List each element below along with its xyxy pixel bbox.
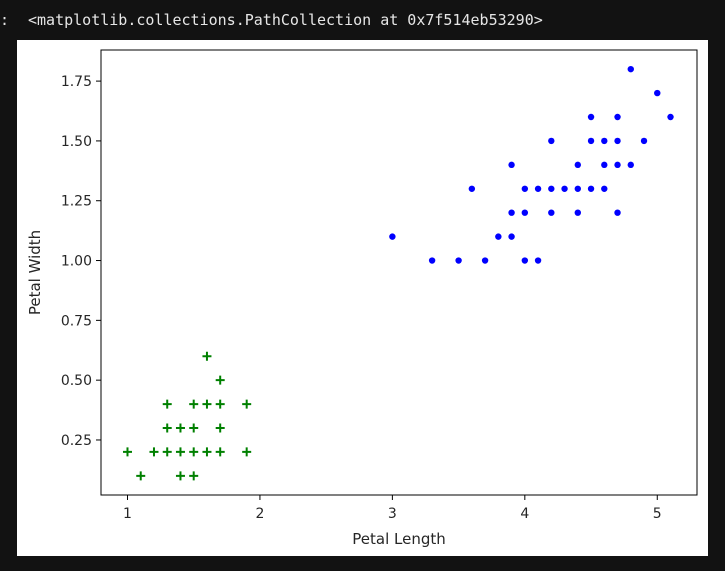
circle-point	[548, 185, 555, 192]
y-tick-label: 1.75	[61, 74, 92, 90]
plus-point	[215, 399, 225, 409]
y-tick-label: 0.25	[61, 433, 92, 449]
y-tick-label: 1.25	[61, 194, 92, 210]
output-repr-text: <matplotlib.collections.PathCollection a…	[28, 11, 543, 29]
circle-point	[614, 137, 621, 145]
circle-point	[654, 89, 661, 97]
circle-point	[521, 257, 529, 264]
circle-point	[534, 257, 542, 264]
x-tick-label: 2	[255, 506, 264, 522]
circle-point	[389, 233, 396, 240]
plus-point	[215, 423, 225, 433]
circle-point	[534, 185, 542, 192]
plus-point	[215, 447, 225, 457]
plus-point	[189, 423, 199, 433]
scatter-chart: 1 2 3 4 5 0.25 0.50 0.75 1.00 1.25 1.50 1.75 Petal…	[26, 49, 698, 548]
circle-point	[601, 161, 608, 169]
circle-point	[587, 185, 595, 192]
plus-point	[215, 375, 225, 385]
plus-point	[162, 447, 172, 457]
plus-point	[175, 423, 185, 433]
circle-point	[627, 65, 634, 73]
x-axis-label: Petal Length	[352, 530, 446, 548]
circle-point	[640, 137, 648, 145]
plus-point	[149, 447, 159, 457]
y-axis-label: Petal Width	[26, 230, 44, 315]
circle-point	[508, 233, 515, 240]
circle-point	[574, 161, 581, 169]
circle-point	[548, 209, 555, 216]
plus-point	[242, 447, 252, 457]
circle-point	[455, 257, 462, 264]
circle-point	[548, 137, 555, 145]
y-tick-label: 0.75	[61, 313, 92, 329]
circle-point	[521, 209, 529, 216]
plus-point	[175, 471, 185, 481]
x-tick-label: 1	[123, 506, 132, 522]
circle-point	[574, 185, 581, 192]
x-tick-label: 5	[653, 506, 662, 522]
circle-point	[587, 113, 595, 121]
data-points	[122, 65, 674, 481]
circle-point	[614, 113, 621, 121]
x-axis-ticks: 1 2 3 4 5	[123, 495, 662, 522]
plus-point	[189, 447, 199, 457]
circle-point	[468, 185, 476, 192]
plus-point	[162, 423, 172, 433]
circle-point	[627, 161, 634, 169]
plus-point	[189, 399, 199, 409]
x-tick-label: 4	[520, 506, 529, 522]
circle-point	[614, 209, 621, 216]
circle-point	[601, 137, 608, 145]
plus-point	[202, 447, 212, 457]
y-tick-label: 1.00	[61, 254, 92, 270]
plot-area-frame	[100, 49, 698, 496]
circle-point	[601, 185, 608, 192]
circle-point	[495, 233, 502, 240]
y-axis-ticks: 0.25 0.50 0.75 1.00 1.25 1.50 1.75	[61, 74, 101, 449]
y-tick-label: 0.50	[61, 373, 92, 389]
circle-point	[481, 257, 489, 264]
circle-point	[667, 113, 674, 121]
plus-point	[122, 447, 132, 457]
circle-point	[574, 209, 581, 216]
plus-point	[202, 351, 212, 361]
circle-point	[508, 209, 515, 216]
plus-point	[242, 399, 252, 409]
cell-output-line: : <matplotlib.collections.PathCollection…	[0, 0, 725, 40]
circle-point	[521, 185, 529, 192]
y-tick-label: 1.50	[61, 134, 92, 150]
circle-point	[428, 257, 436, 264]
output-prompt: :	[0, 11, 10, 29]
plus-point	[202, 399, 212, 409]
plus-point	[162, 399, 172, 409]
plus-point	[175, 447, 185, 457]
scatter-figure: 1 2 3 4 5 0.25 0.50 0.75 1.00 1.25 1.50 1.75 Petal…	[17, 40, 708, 556]
circle-point	[561, 185, 568, 192]
circle-point	[587, 137, 595, 145]
x-tick-label: 3	[388, 506, 397, 522]
plus-point	[189, 471, 199, 481]
circle-point	[508, 161, 515, 169]
circle-point	[614, 161, 621, 169]
plus-point	[136, 471, 146, 481]
